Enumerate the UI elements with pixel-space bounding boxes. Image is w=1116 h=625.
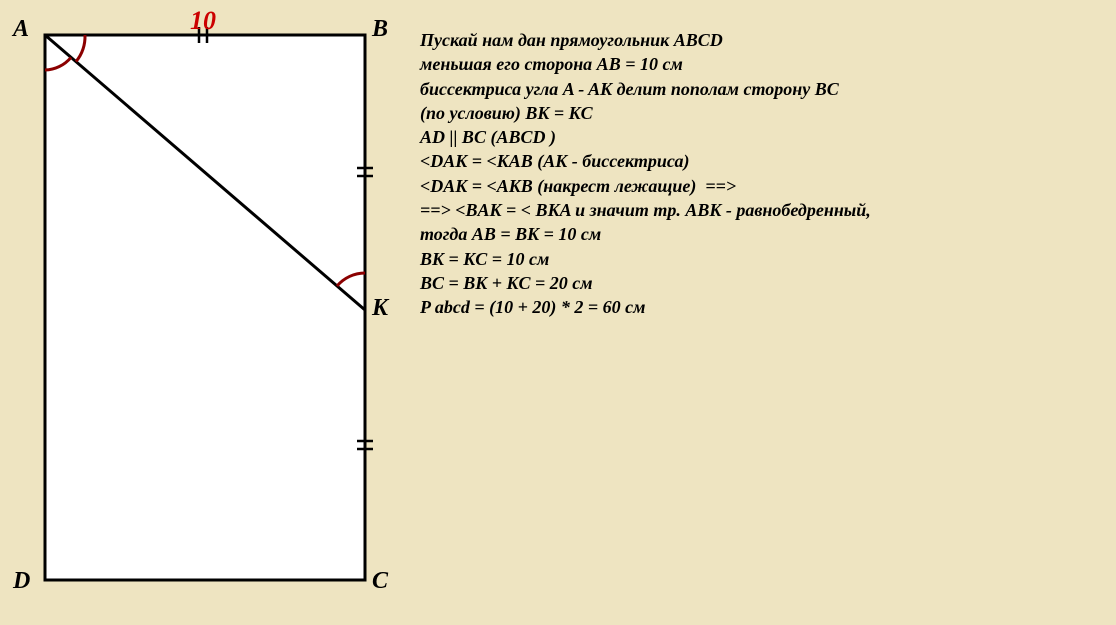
proof-line: <DAK = <AKB (накрест лежащие) ==>: [420, 174, 1100, 198]
proof-line: биссектриса угла A - AK делит пополам ст…: [420, 77, 1100, 101]
label-c: C: [372, 568, 388, 595]
proof-line: (по условию) BK = KC: [420, 101, 1100, 125]
rectangle-abcd: [45, 35, 365, 580]
proof-line: меньшая его сторона AB = 10 см: [420, 52, 1100, 76]
geometry-diagram: [0, 0, 410, 625]
label-a: A: [13, 16, 29, 43]
proof-line: BK = KC = 10 см: [420, 247, 1100, 271]
proof-line: Пускай нам дан прямоугольник ABCD: [420, 28, 1100, 52]
label-k: K: [372, 295, 388, 322]
proof-line: P abcd = (10 + 20) * 2 = 60 см: [420, 295, 1100, 319]
proof-line: AD || BC (ABCD ): [420, 125, 1100, 149]
label-d: D: [13, 568, 30, 595]
proof-text: Пускай нам дан прямоугольник ABCD меньша…: [420, 28, 1100, 320]
length-ab: 10: [190, 6, 216, 36]
proof-line: BC = BK + KC = 20 см: [420, 271, 1100, 295]
proof-line: <DAK = <KAB (AK - биссектриса): [420, 149, 1100, 173]
proof-line: ==> <BAK = < BKA и значит тр. ABK - равн…: [420, 198, 1100, 222]
diagram-svg: [0, 0, 410, 620]
proof-line: тогда AB = BK = 10 см: [420, 222, 1100, 246]
label-b: B: [372, 16, 388, 43]
